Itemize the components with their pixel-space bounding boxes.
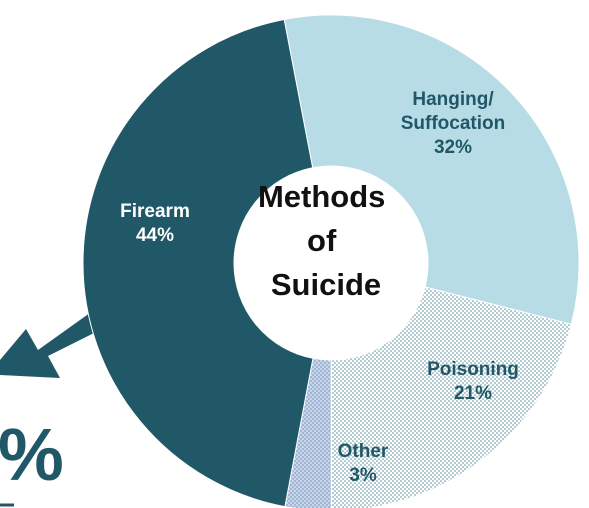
- slice-value-label: 44%: [136, 225, 174, 246]
- slice-name-label: Other: [338, 441, 389, 462]
- slice-name-label: Suffocation: [401, 113, 506, 134]
- chart-title-line: Suicide: [271, 267, 381, 302]
- slice-value-label: 32%: [434, 137, 472, 158]
- slice-name-label: Poisoning: [427, 359, 519, 380]
- partial-percent-text: %: [0, 413, 64, 496]
- slice-label: Poisoning 21%: [427, 359, 519, 404]
- donut-hole: [234, 166, 428, 360]
- slice-name-label: Hanging/: [412, 89, 494, 110]
- slice-label: Hanging/Suffocation 32%: [401, 89, 506, 158]
- slice-labels: Hanging/Suffocation 32% Poisoning 21% Other 3…: [120, 89, 519, 486]
- chart-title-line: of: [307, 223, 337, 258]
- slice-label: Other 3%: [338, 441, 389, 486]
- slice-value-label: 3%: [349, 465, 377, 486]
- slice-name-label: Firearm: [120, 201, 190, 222]
- chart-title-line: Methods: [258, 179, 385, 214]
- chart-title: Methods of Suicide: [258, 179, 394, 302]
- slice-value-label: 21%: [454, 383, 492, 404]
- slice-label: Firearm 44%: [120, 201, 190, 246]
- slices: [82, 14, 580, 508]
